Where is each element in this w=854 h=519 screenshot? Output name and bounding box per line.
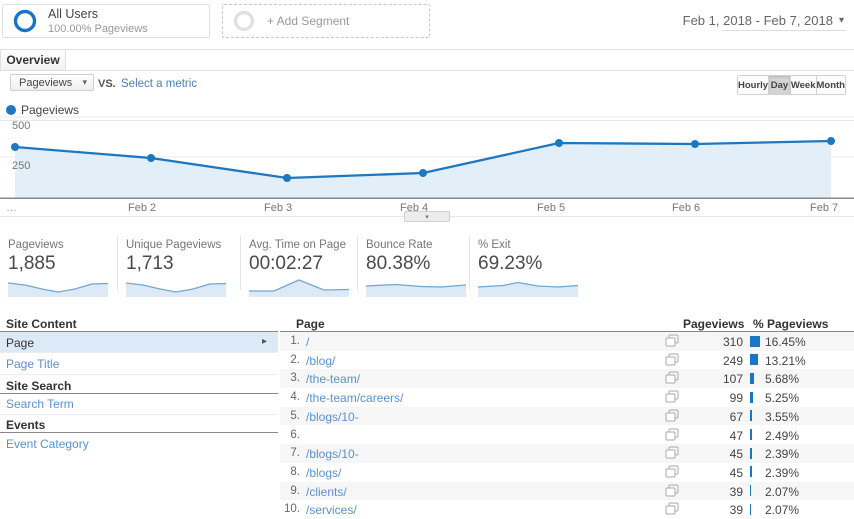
svg-text:500: 500 (12, 120, 30, 132)
svg-text:250: 250 (12, 160, 30, 172)
